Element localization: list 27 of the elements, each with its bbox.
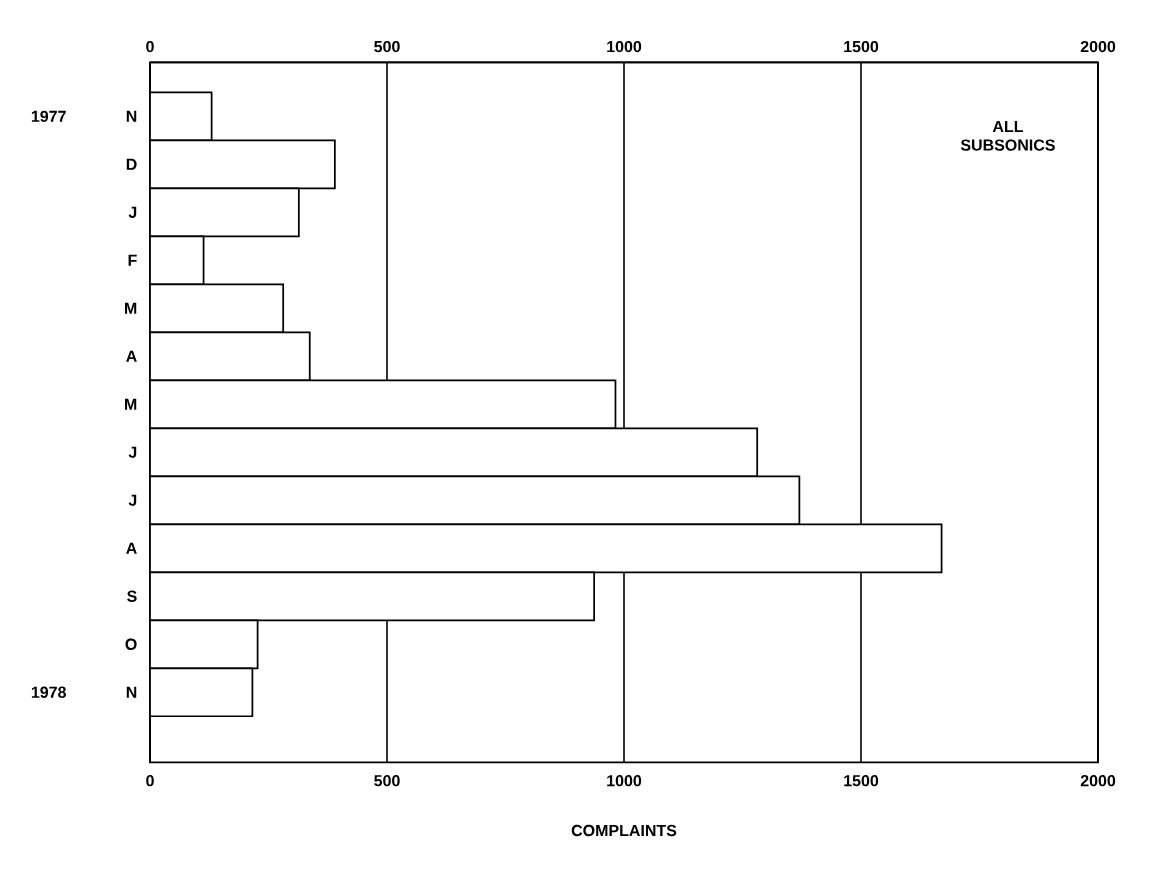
- x-tick-label: 1500: [844, 40, 879, 53]
- x2-tick-label: 1500: [844, 775, 879, 787]
- y-tick-label: N: [126, 686, 137, 698]
- x-axis-title: COMPLAINTS: [571, 824, 677, 837]
- x2-tick-label: 500: [374, 775, 400, 787]
- y-tick-label: A: [126, 542, 137, 554]
- y-tick-label: J: [128, 446, 137, 458]
- y-tick-label: M: [125, 398, 137, 410]
- x2-tick-label: 1000: [607, 775, 642, 787]
- y-tick-label: S: [127, 590, 137, 602]
- y-tick-label: O: [125, 638, 137, 650]
- y-tick-label: J: [128, 494, 137, 506]
- x-tick-label: 0: [146, 40, 154, 53]
- y-tick-label: F: [128, 254, 137, 266]
- y-tick-label: M: [125, 302, 137, 314]
- annotation: ALL SUBSONICS: [960, 120, 1055, 151]
- y-tick-label: J: [128, 206, 137, 218]
- x2-tick-label: 2000: [1080, 775, 1116, 787]
- x-tick-label: 500: [374, 40, 400, 53]
- text: 1978: [31, 686, 66, 698]
- x-tick-label: 2000: [1080, 40, 1116, 53]
- y-tick-label: D: [126, 158, 137, 170]
- y-tick-label: N: [126, 110, 137, 122]
- text: 1977: [31, 110, 66, 122]
- x2-tick-label: 0: [146, 775, 154, 787]
- x-tick-label: 1000: [607, 40, 642, 53]
- y-tick-label: A: [126, 350, 137, 362]
